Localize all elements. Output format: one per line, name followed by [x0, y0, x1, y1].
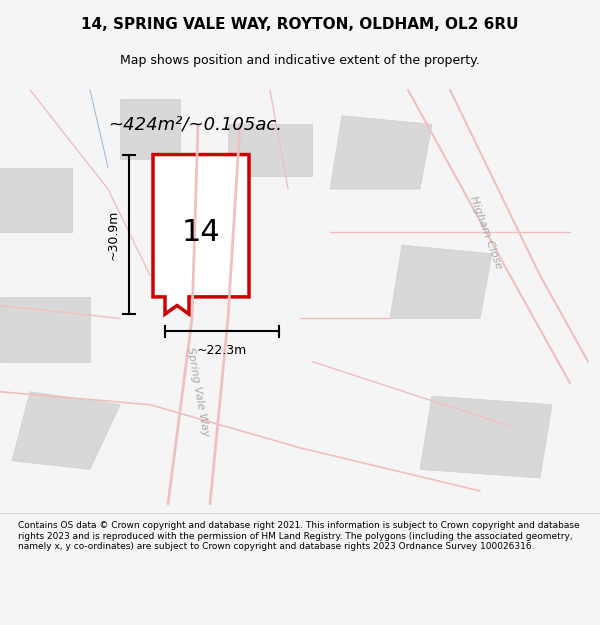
Polygon shape	[420, 396, 552, 478]
Text: Spring Vale Way: Spring Vale Way	[185, 346, 211, 438]
Polygon shape	[153, 154, 249, 314]
Polygon shape	[120, 99, 180, 159]
Text: 14: 14	[182, 217, 220, 247]
Polygon shape	[228, 124, 312, 176]
Text: Higham Close: Higham Close	[468, 194, 504, 270]
Polygon shape	[0, 168, 72, 232]
Text: ~22.3m: ~22.3m	[197, 344, 247, 357]
Polygon shape	[0, 297, 90, 361]
Text: ~30.9m: ~30.9m	[107, 209, 120, 259]
Text: Contains OS data © Crown copyright and database right 2021. This information is : Contains OS data © Crown copyright and d…	[18, 521, 580, 551]
Polygon shape	[330, 116, 432, 189]
Text: Map shows position and indicative extent of the property.: Map shows position and indicative extent…	[120, 54, 480, 68]
Text: ~424m²/~0.105ac.: ~424m²/~0.105ac.	[108, 116, 282, 133]
Text: 14, SPRING VALE WAY, ROYTON, OLDHAM, OL2 6RU: 14, SPRING VALE WAY, ROYTON, OLDHAM, OL2…	[81, 17, 519, 32]
Polygon shape	[390, 245, 492, 318]
Polygon shape	[12, 392, 120, 469]
